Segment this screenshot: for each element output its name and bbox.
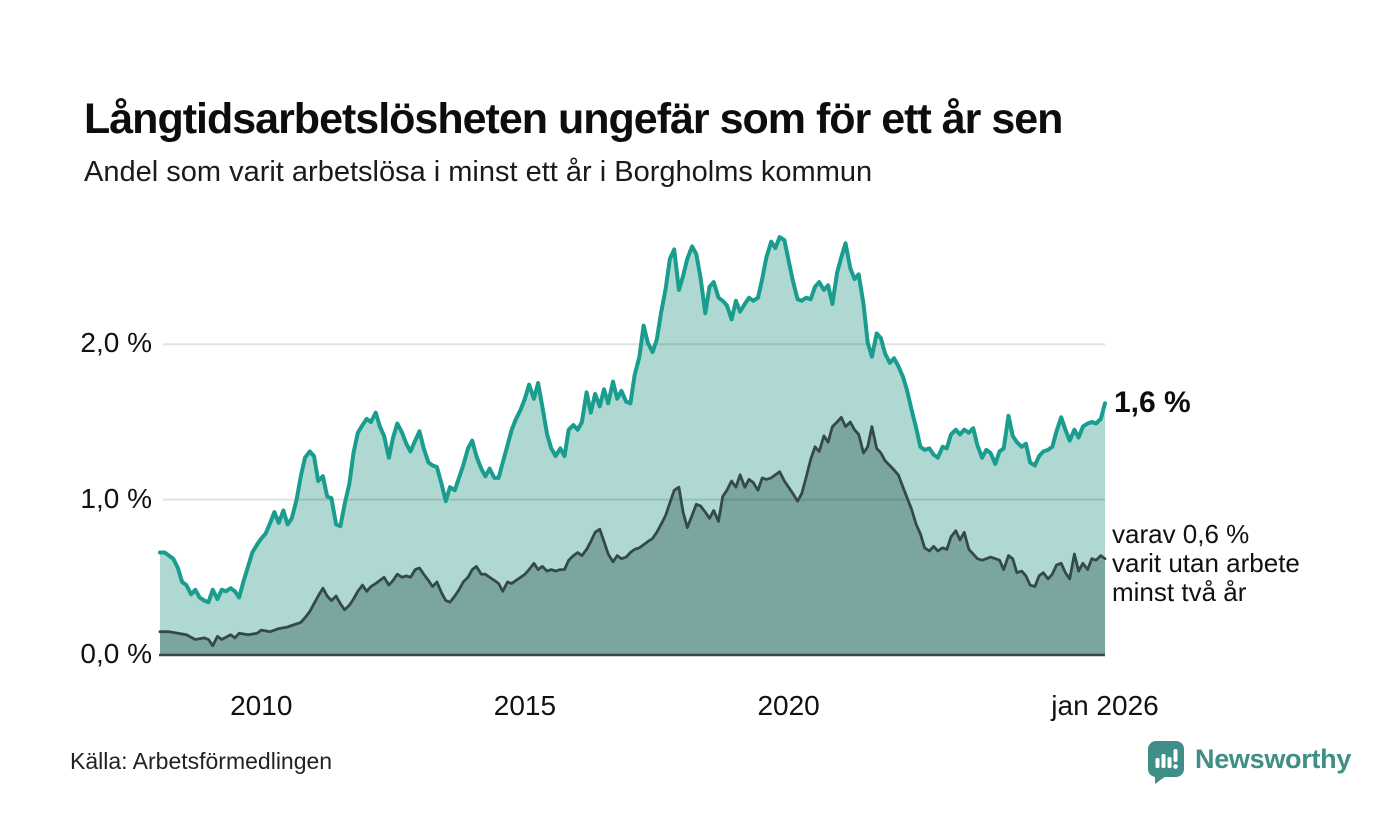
line-two-years [158, 415, 1107, 648]
annotation-line: minst två år [1112, 577, 1247, 607]
series-annotation-two-years: varav 0,6 % varit utan arbete minst två … [1112, 520, 1300, 607]
area-fill-two-years [160, 417, 1105, 655]
series-end-label-one-year: 1,6 % [1114, 386, 1191, 419]
source-note: Källa: Arbetsförmedlingen [70, 748, 333, 774]
gridlines [163, 343, 1105, 501]
line-one-year [158, 235, 1107, 605]
page-title: Långtidsarbetslösheten ungefär som för e… [84, 94, 1063, 143]
chart-subtitle: Andel som varit arbetslösa i minst ett å… [84, 156, 873, 188]
y-tick-label: 0,0 % [80, 638, 152, 669]
annotation-line: varit utan arbete [1112, 548, 1300, 578]
newsworthy-logo: Newsworthy [1147, 740, 1351, 786]
annotation-line: varav 0,6 % [1112, 519, 1250, 549]
x-tick-label: 2010 [230, 690, 293, 721]
x-tick-label: jan 2026 [1051, 690, 1159, 721]
newsworthy-logo-icon [1148, 741, 1184, 784]
y-tick-label: 1,0 % [80, 482, 152, 514]
x-tick-label: 2020 [757, 690, 820, 721]
x-tick-label: 2015 [493, 690, 557, 721]
newsworthy-logo-text: Newsworthy [1195, 744, 1352, 774]
y-tick-label: 2,0 % [80, 327, 152, 359]
